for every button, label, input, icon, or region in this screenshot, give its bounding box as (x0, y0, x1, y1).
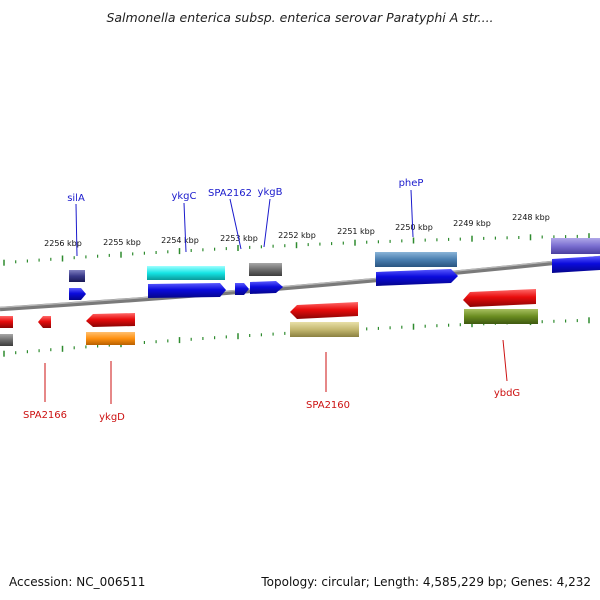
scale-label-2251: 2251 kbp (337, 227, 375, 236)
cds-arrow-SPA2166[interactable] (38, 316, 51, 328)
reverse-annotation-track (0, 309, 538, 346)
map-title: Salmonella enterica subsp. enterica sero… (106, 10, 494, 25)
leader-SPA2162 (229, 198, 242, 250)
accession-text: Accession: NC_006511 (9, 575, 146, 589)
feature-box-SPA2160[interactable] (290, 322, 359, 337)
leader-ybdG (502, 339, 508, 382)
scale-label-2252: 2252 kbp (278, 231, 316, 240)
cds-arrow-left-edge[interactable] (0, 316, 13, 328)
feature-box-pheP[interactable] (375, 252, 457, 267)
scale-ticks-top (3, 233, 590, 266)
cds-arrow-SPA2160[interactable] (290, 302, 358, 319)
forward-cds-track (69, 256, 600, 300)
cds-arrow-ybdG[interactable] (463, 289, 536, 307)
topology-text: Topology: circular; Length: 4,585,229 bp… (261, 575, 591, 589)
gene-label-silA[interactable]: silA (67, 193, 85, 204)
forward-annotation-track (69, 238, 600, 282)
feature-box-ybdG[interactable] (464, 309, 538, 324)
gene-label-SPA2162[interactable]: SPA2162 (208, 188, 252, 199)
scale-label-2250: 2250 kbp (395, 223, 433, 232)
cds-arrow-pheP[interactable] (376, 269, 458, 286)
scale-label-2254: 2254 kbp (161, 236, 199, 245)
gene-label-ykgB[interactable]: ykgB (258, 187, 283, 198)
scale-label-2249: 2249 kbp (453, 219, 491, 228)
cds-arrow-ykgD[interactable] (86, 313, 135, 327)
gene-label-ykgD[interactable]: ykgD (99, 412, 125, 423)
cds-arrow-silA[interactable] (69, 288, 86, 300)
feature-box-ykgD[interactable] (86, 332, 135, 345)
feature-box-right-edge[interactable] (551, 238, 600, 254)
gene-labels: silA ykgC SPA2162 ykgB pheP SPA2166 ykgD… (23, 178, 520, 423)
label-leaders (44, 189, 508, 404)
feature-box-left-edge[interactable] (0, 334, 13, 346)
cds-arrow-right-edge[interactable] (552, 256, 600, 273)
feature-box-silA[interactable] (69, 270, 85, 282)
scale-label-2248: 2248 kbp (512, 213, 550, 222)
genome-backbone (0, 255, 600, 312)
genome-backbone-highlight (0, 255, 600, 309)
scale-label-2256: 2256 kbp (44, 239, 82, 248)
leader-ykgB (263, 198, 271, 248)
gene-label-ybdG[interactable]: ybdG (494, 388, 520, 399)
gene-label-ykgC[interactable]: ykgC (171, 191, 196, 202)
leader-silA (75, 203, 78, 257)
scale-label-2255: 2255 kbp (103, 238, 141, 247)
leader-ykgC (183, 202, 187, 253)
gene-label-SPA2160[interactable]: SPA2160 (306, 400, 350, 411)
feature-box-ykgB[interactable] (249, 263, 282, 276)
reverse-cds-track (0, 289, 536, 328)
cds-arrow-ykgB[interactable] (250, 281, 283, 294)
cds-arrow-SPA2162[interactable] (235, 283, 249, 295)
leader-pheP (410, 189, 414, 238)
gene-label-pheP[interactable]: pheP (399, 178, 424, 189)
feature-box-ykgC[interactable] (147, 266, 225, 280)
gene-label-SPA2166[interactable]: SPA2166 (23, 410, 67, 421)
cds-arrow-ykgC[interactable] (148, 283, 226, 298)
